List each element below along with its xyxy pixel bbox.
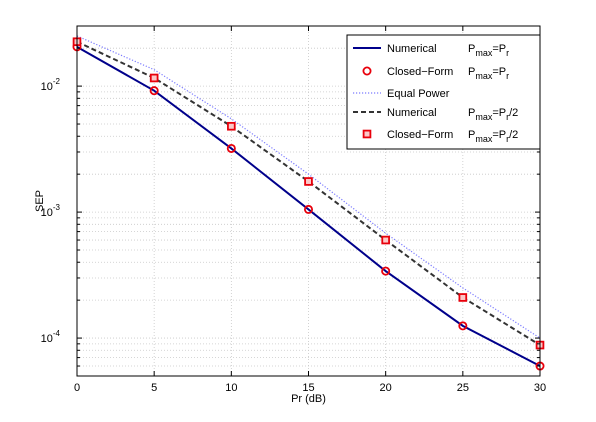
y-axis-label: SEP — [34, 190, 46, 212]
data-point — [381, 235, 390, 245]
data-point — [149, 73, 159, 83]
legend-label: Numerical — [387, 107, 437, 119]
data-point — [303, 204, 313, 214]
data-point — [458, 321, 468, 331]
y-tick-label: 10-4 — [41, 329, 61, 345]
legend-label: Closed−Form — [387, 66, 453, 78]
legend-box — [346, 34, 541, 150]
x-tick-label: 30 — [534, 382, 546, 394]
legend-label: Closed−Form — [387, 129, 453, 141]
legend-label: Equal Power — [387, 88, 450, 100]
series-1 — [76, 45, 541, 367]
legend-formula: Pmax=Pr/2 — [468, 129, 518, 144]
legend-entry-4: Numerical Pmax=Pr/2 — [353, 107, 518, 122]
data-point — [227, 121, 236, 131]
legend-formula: Pmax=Pr — [468, 43, 509, 58]
data-point — [226, 143, 236, 153]
legend-entry-3: Equal Power — [353, 88, 450, 100]
grid-lines — [77, 26, 540, 376]
x-tick-label: 15 — [302, 382, 314, 394]
legend-marker — [362, 66, 372, 76]
series-line — [76, 35, 541, 339]
legend: Numerical Pmax=Pr Closed−Form Pmax=Pr Equal … — [346, 34, 541, 150]
x-tick-label: 5 — [151, 382, 157, 394]
legend-entry-5: Closed−Form Pmax=Pr/2 — [362, 129, 518, 144]
legend-entry-1: Numerical Pmax=Pr — [353, 43, 509, 58]
x-tick-label: 20 — [380, 382, 392, 394]
x-tick-label: 0 — [74, 382, 80, 394]
y-tick-label: 10-2 — [41, 77, 61, 93]
x-tick-label: 25 — [457, 382, 469, 394]
y-tick-label: 10-3 — [41, 203, 61, 219]
legend-formula: Pmax=Pr/2 — [468, 107, 518, 122]
data-point — [381, 266, 391, 276]
axis-ticks: 0 5 10 15 20 25 30 10-4 10-3 10-2 — [41, 26, 546, 394]
legend-marker — [362, 129, 372, 139]
data-point — [304, 177, 313, 186]
x-axis-label: Pr (dB) — [291, 393, 326, 405]
legend-label: Numerical — [387, 43, 437, 55]
series-3 — [76, 35, 541, 339]
data-point — [458, 293, 468, 302]
legend-formula: Pmax=Pr — [468, 66, 509, 81]
x-tick-label: 10 — [225, 382, 237, 394]
data-point — [149, 86, 159, 96]
legend-entry-2: Closed−Form Pmax=Pr — [362, 66, 509, 81]
series-line — [76, 45, 541, 367]
